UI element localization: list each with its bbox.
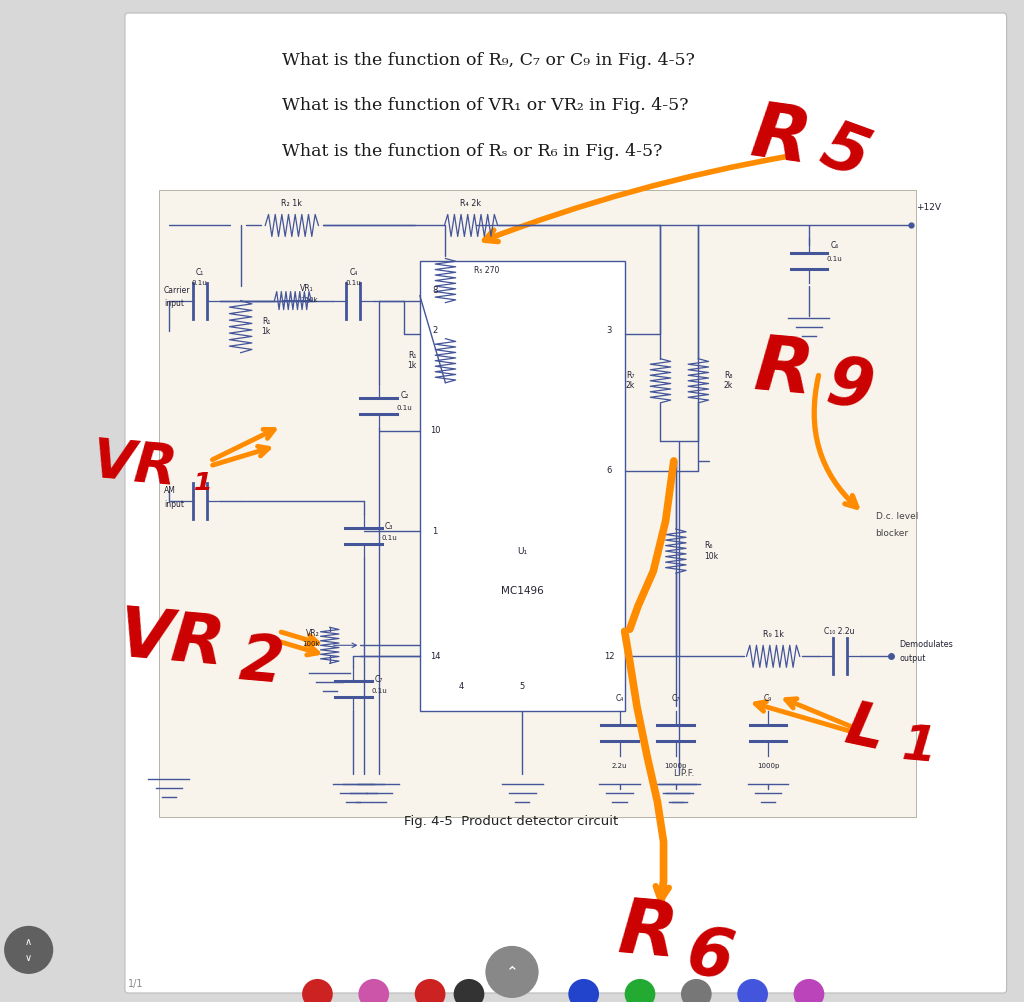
Text: C₂: C₂ (400, 392, 409, 400)
Bar (420, 261, 625, 711)
Text: 1: 1 (900, 721, 939, 772)
Text: C₇: C₇ (672, 694, 680, 702)
Text: AM: AM (164, 487, 176, 495)
Text: L.P.F.: L.P.F. (674, 770, 694, 778)
Text: 0.1u: 0.1u (371, 688, 387, 694)
Text: R₇
2k: R₇ 2k (626, 371, 635, 391)
Text: 2.2u: 2.2u (611, 763, 628, 769)
Text: VR: VR (90, 435, 180, 497)
Text: R₉ 1k: R₉ 1k (763, 630, 783, 638)
Text: R₄ 2k: R₄ 2k (461, 199, 481, 207)
Circle shape (625, 979, 655, 1002)
Circle shape (454, 979, 484, 1002)
Text: 1/1: 1/1 (128, 979, 144, 989)
Text: R₆
10k: R₆ 10k (705, 541, 719, 561)
Text: 1000p: 1000p (757, 763, 779, 769)
Text: 0.1u: 0.1u (345, 280, 361, 286)
Text: +12V: +12V (916, 203, 941, 211)
Circle shape (4, 926, 53, 974)
Text: What is the function of R₉, C₇ or C₉ in Fig. 4-5?: What is the function of R₉, C₇ or C₉ in … (282, 52, 694, 69)
Text: 6: 6 (681, 921, 738, 993)
Circle shape (568, 979, 599, 1002)
Text: 0.1u: 0.1u (191, 280, 208, 286)
Text: output: output (899, 654, 926, 662)
Text: C₆: C₆ (830, 241, 839, 249)
Text: C₄: C₄ (349, 269, 357, 277)
Text: R: R (614, 895, 680, 973)
Text: 0.1u: 0.1u (826, 256, 843, 262)
Text: R₅ 270: R₅ 270 (474, 267, 500, 275)
Text: 10: 10 (430, 427, 440, 435)
Text: R₁
1k: R₁ 1k (408, 351, 417, 371)
Text: 2: 2 (432, 327, 438, 335)
Text: Carrier: Carrier (164, 287, 190, 295)
Text: 5: 5 (519, 682, 525, 690)
Text: What is the function of Rₛ or R₆ in Fig. 4-5?: What is the function of Rₛ or R₆ in Fig.… (282, 143, 662, 160)
Text: 9: 9 (821, 352, 879, 424)
Text: 4: 4 (458, 682, 464, 690)
Text: ∧: ∧ (26, 937, 32, 947)
Circle shape (681, 979, 712, 1002)
Text: C₄: C₄ (615, 694, 624, 702)
Text: R₂ 1k: R₂ 1k (282, 199, 302, 207)
Text: U₁: U₁ (517, 547, 527, 555)
Text: 100k: 100k (300, 297, 317, 303)
Text: blocker: blocker (876, 529, 908, 537)
Text: R₈
2k: R₈ 2k (724, 371, 733, 391)
Circle shape (794, 979, 824, 1002)
Circle shape (737, 979, 768, 1002)
Text: MC1496: MC1496 (501, 586, 544, 596)
Text: input: input (164, 300, 184, 308)
Text: 1: 1 (432, 527, 438, 535)
Text: 100k: 100k (302, 641, 319, 647)
Circle shape (302, 979, 333, 1002)
Text: C₃: C₃ (385, 522, 393, 530)
Text: R₁
1k: R₁ 1k (261, 317, 271, 337)
Text: Fig. 4-5  Product detector circuit: Fig. 4-5 Product detector circuit (404, 816, 618, 828)
Text: C₉: C₉ (764, 694, 772, 702)
Text: 5: 5 (812, 113, 878, 191)
Text: 2: 2 (237, 630, 286, 696)
Circle shape (358, 979, 389, 1002)
Text: 8: 8 (432, 287, 438, 295)
Text: VR₂: VR₂ (306, 629, 319, 637)
Text: 0.1u: 0.1u (396, 405, 413, 411)
Text: VR: VR (116, 603, 228, 679)
Circle shape (485, 946, 539, 998)
Text: ∨: ∨ (26, 953, 32, 963)
Text: ₁: ₁ (190, 457, 211, 499)
Text: 14: 14 (430, 652, 440, 660)
Text: VR₁: VR₁ (300, 285, 313, 293)
Text: Demodulates: Demodulates (899, 640, 952, 648)
Text: R: R (746, 97, 814, 179)
Text: 3: 3 (606, 327, 612, 335)
Text: ⌃: ⌃ (506, 965, 518, 979)
FancyBboxPatch shape (125, 13, 1007, 993)
Circle shape (415, 979, 445, 1002)
Text: 0.1u: 0.1u (381, 535, 397, 541)
Text: What is the function of VR₁ or VR₂ in Fig. 4-5?: What is the function of VR₁ or VR₂ in Fi… (282, 97, 688, 114)
Text: D.c. level: D.c. level (876, 512, 918, 520)
Text: C₁: C₁ (196, 269, 204, 277)
Text: L: L (840, 696, 891, 763)
Bar (159, 190, 916, 817)
Text: 6: 6 (606, 467, 612, 475)
Text: 12: 12 (604, 652, 614, 660)
Text: C₇: C₇ (375, 675, 383, 683)
Text: C₁₀ 2.2u: C₁₀ 2.2u (824, 627, 855, 635)
Text: 1000p: 1000p (665, 763, 687, 769)
Text: input: input (164, 500, 184, 508)
Text: R: R (751, 332, 816, 410)
